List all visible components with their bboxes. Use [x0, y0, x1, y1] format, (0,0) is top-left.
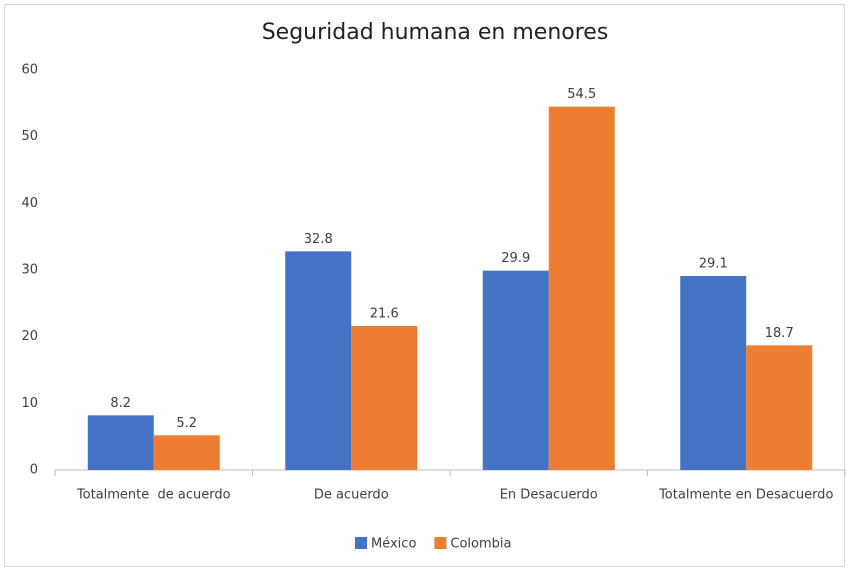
x-tick-label: En Desacuerdo — [500, 488, 598, 503]
bar — [680, 276, 747, 470]
legend-swatch — [434, 537, 447, 549]
data-label: 29.9 — [501, 251, 530, 266]
bar — [482, 270, 549, 470]
data-label: 29.1 — [699, 257, 728, 272]
data-label: 21.6 — [370, 307, 399, 322]
y-tick-label: 60 — [21, 63, 38, 78]
chart-title: Seguridad humana en menores — [262, 20, 609, 45]
legend-label: Colombia — [450, 537, 511, 552]
bar — [351, 326, 418, 470]
bar — [87, 415, 154, 470]
y-tick-label: 50 — [21, 129, 38, 144]
bar — [285, 251, 352, 470]
x-tick-label: De acuerdo — [314, 488, 389, 503]
x-tick-label: Totalmente en Desacuerdo — [658, 488, 833, 503]
y-tick-label: 40 — [21, 196, 38, 211]
x-tick-label: Totalmente de acuerdo — [76, 488, 231, 503]
y-tick-label: 0 — [30, 463, 38, 478]
bar — [746, 345, 813, 470]
bar — [153, 435, 220, 470]
data-label: 5.2 — [176, 416, 197, 431]
y-tick-label: 30 — [21, 263, 38, 278]
y-tick-label: 20 — [21, 329, 38, 344]
data-label: 32.8 — [304, 232, 333, 247]
data-label: 18.7 — [765, 326, 794, 341]
y-tick-label: 10 — [21, 396, 38, 411]
bar — [548, 106, 615, 471]
legend-label: México — [371, 537, 416, 552]
data-label: 54.5 — [567, 87, 596, 102]
data-label: 8.2 — [110, 396, 131, 411]
legend-swatch — [355, 537, 367, 549]
